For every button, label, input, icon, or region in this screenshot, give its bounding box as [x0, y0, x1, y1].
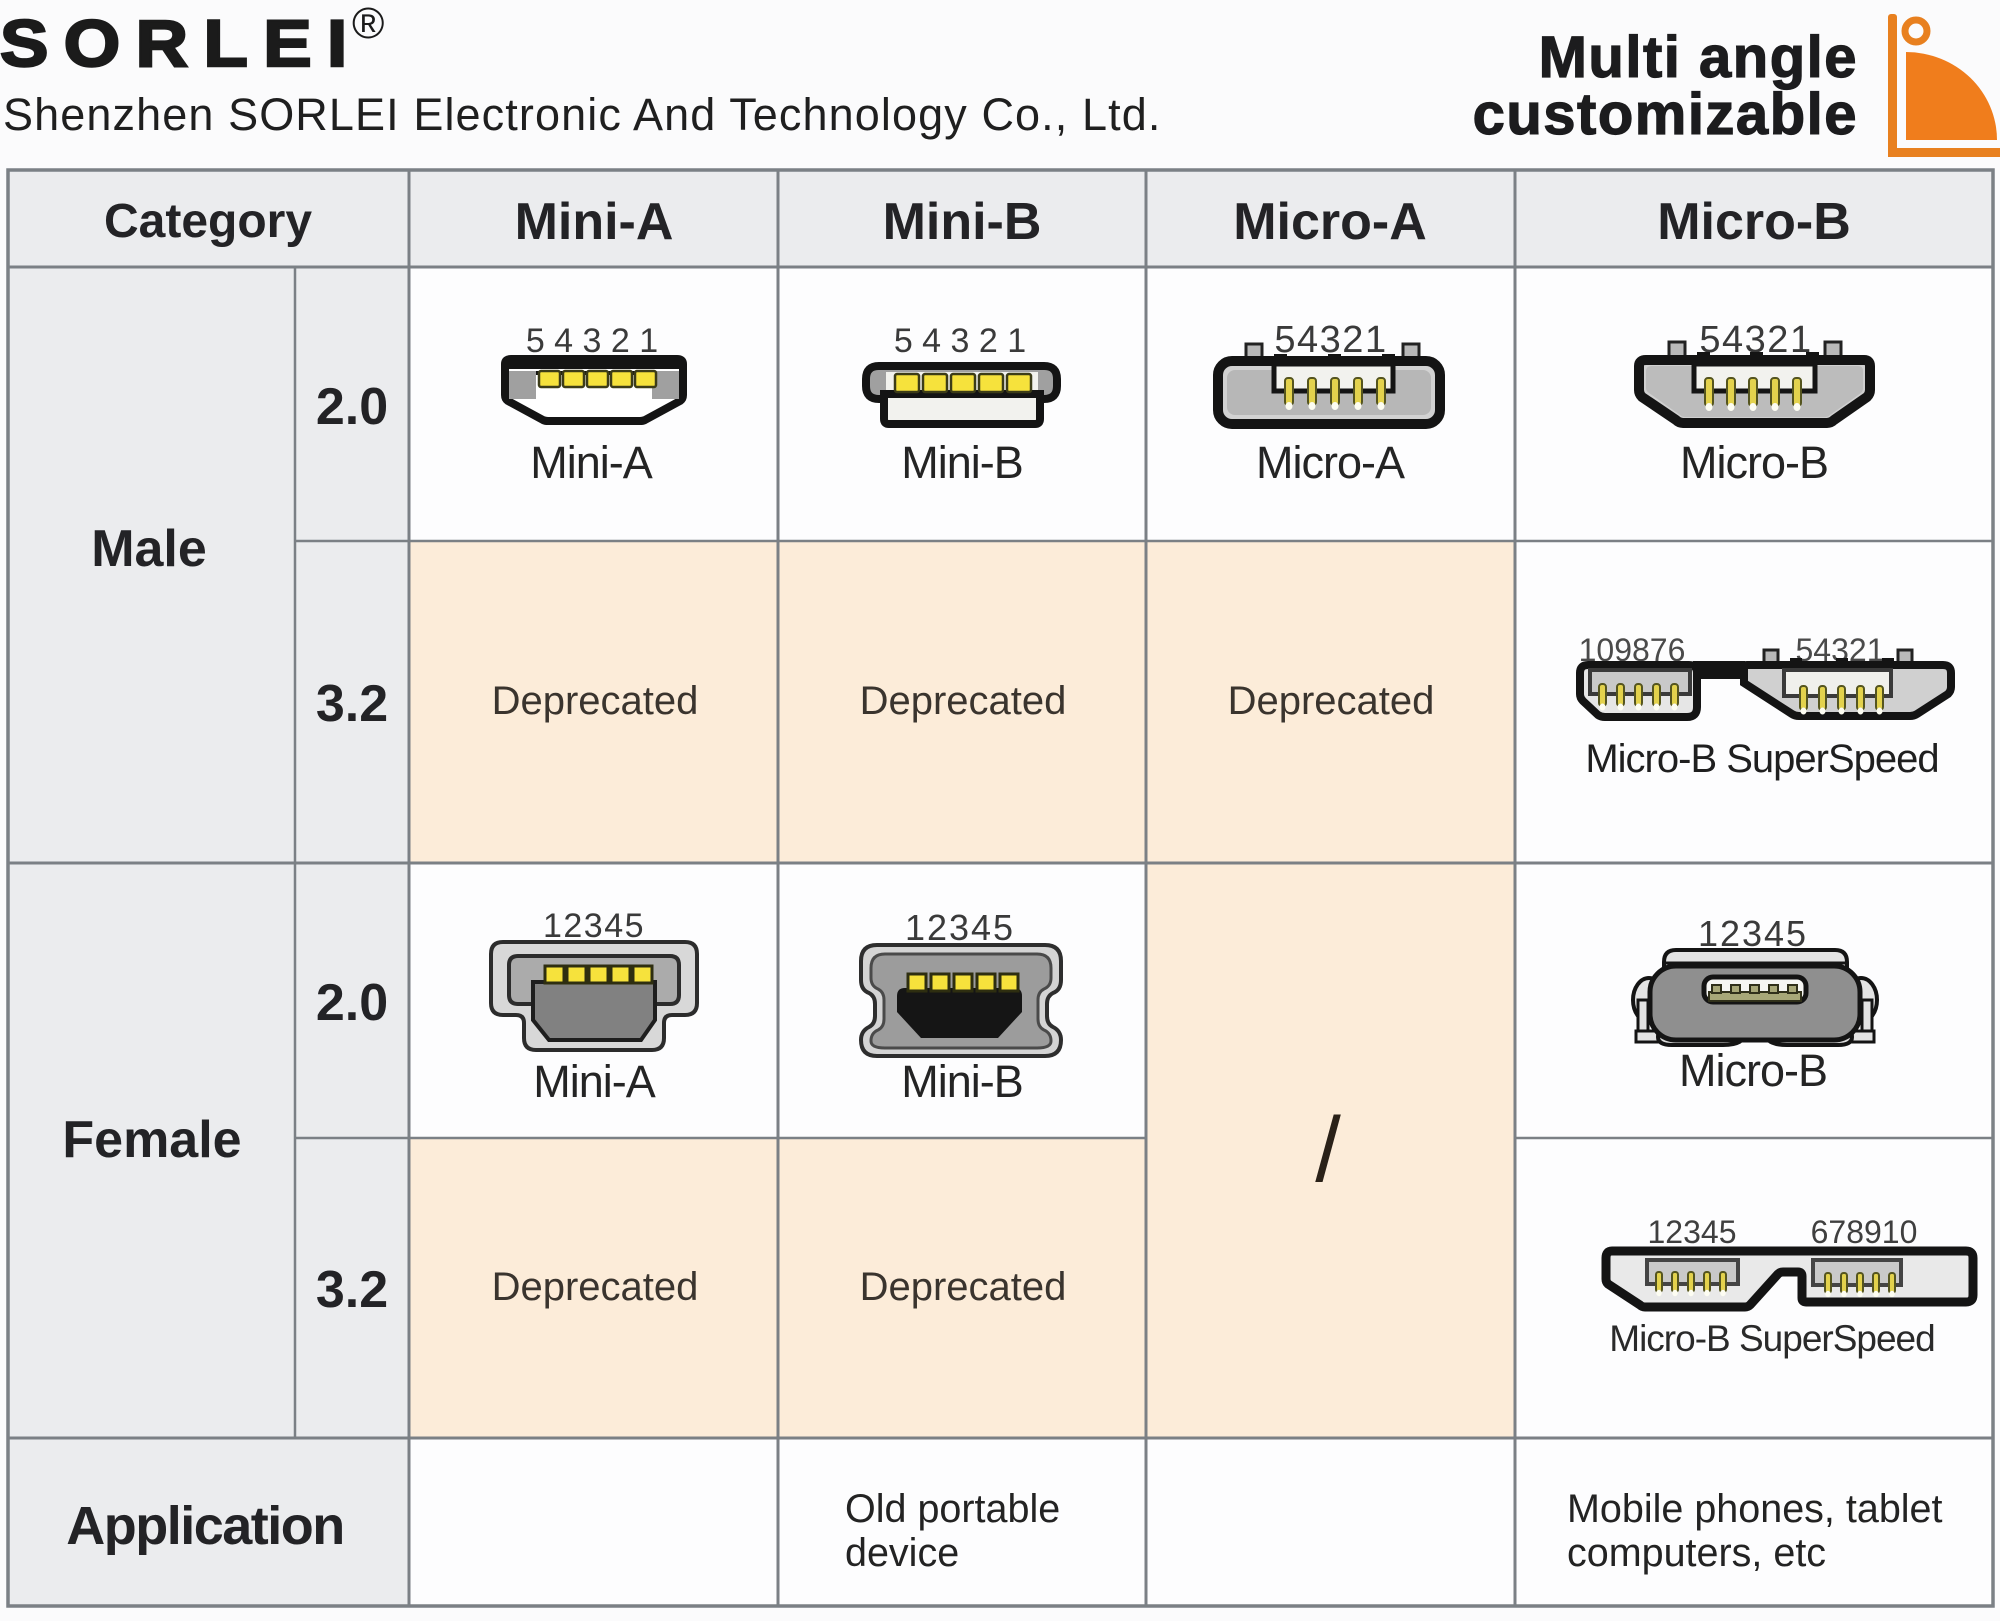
svg-text:®: ®: [352, 0, 384, 48]
svg-text:Micro-B SuperSpeed: Micro-B SuperSpeed: [1585, 737, 1938, 781]
svg-text:Female: Female: [62, 1111, 241, 1169]
svg-text:Mini-B: Mini-B: [883, 193, 1042, 251]
svg-text:678910: 678910: [1811, 1214, 1918, 1250]
svg-text:Mini-B: Mini-B: [901, 1056, 1023, 1107]
svg-text:2.0: 2.0: [316, 378, 388, 436]
svg-text:12345: 12345: [1648, 1214, 1737, 1250]
svg-text:Mobile phones, tablet: Mobile phones, tablet: [1567, 1487, 1943, 1531]
svg-text:Male: Male: [91, 520, 207, 578]
svg-text:Mini-A: Mini-A: [530, 437, 652, 488]
svg-text:customizable: customizable: [1473, 82, 1858, 147]
svg-text:3.2: 3.2: [316, 1261, 388, 1319]
svg-text:12345: 12345: [543, 907, 645, 945]
svg-text:device: device: [845, 1531, 959, 1575]
svg-text:Application: Application: [66, 1496, 344, 1556]
svg-text:3.2: 3.2: [316, 675, 388, 733]
svg-text:Shenzhen SORLEI Electronic And: Shenzhen SORLEI Electronic And Technolog…: [3, 89, 1161, 140]
svg-text:SORLEI: SORLEI: [0, 6, 363, 80]
svg-text:Deprecated: Deprecated: [492, 1265, 699, 1309]
svg-text:Deprecated: Deprecated: [1228, 679, 1435, 723]
svg-text:/: /: [1315, 1099, 1341, 1201]
svg-text:Deprecated: Deprecated: [860, 1265, 1067, 1309]
svg-text:Mini-A: Mini-A: [515, 193, 674, 251]
svg-text:2.0: 2.0: [316, 974, 388, 1032]
svg-text:Micro-B: Micro-B: [1657, 193, 1851, 251]
svg-text:Mini-A: Mini-A: [533, 1056, 655, 1107]
svg-text:Micro-B: Micro-B: [1680, 437, 1828, 488]
svg-text:Mini-B: Mini-B: [901, 437, 1023, 488]
svg-text:Micro-B: Micro-B: [1679, 1045, 1827, 1096]
svg-text:Micro-A: Micro-A: [1256, 437, 1405, 488]
svg-text:Category: Category: [104, 195, 312, 248]
svg-text:Old portable: Old portable: [845, 1487, 1060, 1531]
svg-text:computers, etc: computers, etc: [1567, 1531, 1826, 1575]
svg-text:5 4 3 2 1: 5 4 3 2 1: [526, 322, 658, 360]
svg-text:Deprecated: Deprecated: [860, 679, 1067, 723]
svg-text:12345: 12345: [1698, 913, 1808, 954]
svg-text:Deprecated: Deprecated: [492, 679, 699, 723]
svg-text:Micro-B SuperSpeed: Micro-B SuperSpeed: [1609, 1318, 1934, 1359]
svg-text:5 4 3 2 1: 5 4 3 2 1: [894, 322, 1026, 360]
svg-text:Multi angle: Multi angle: [1539, 25, 1858, 90]
svg-text:Micro-A: Micro-A: [1233, 193, 1427, 251]
svg-text:12345: 12345: [905, 907, 1015, 948]
